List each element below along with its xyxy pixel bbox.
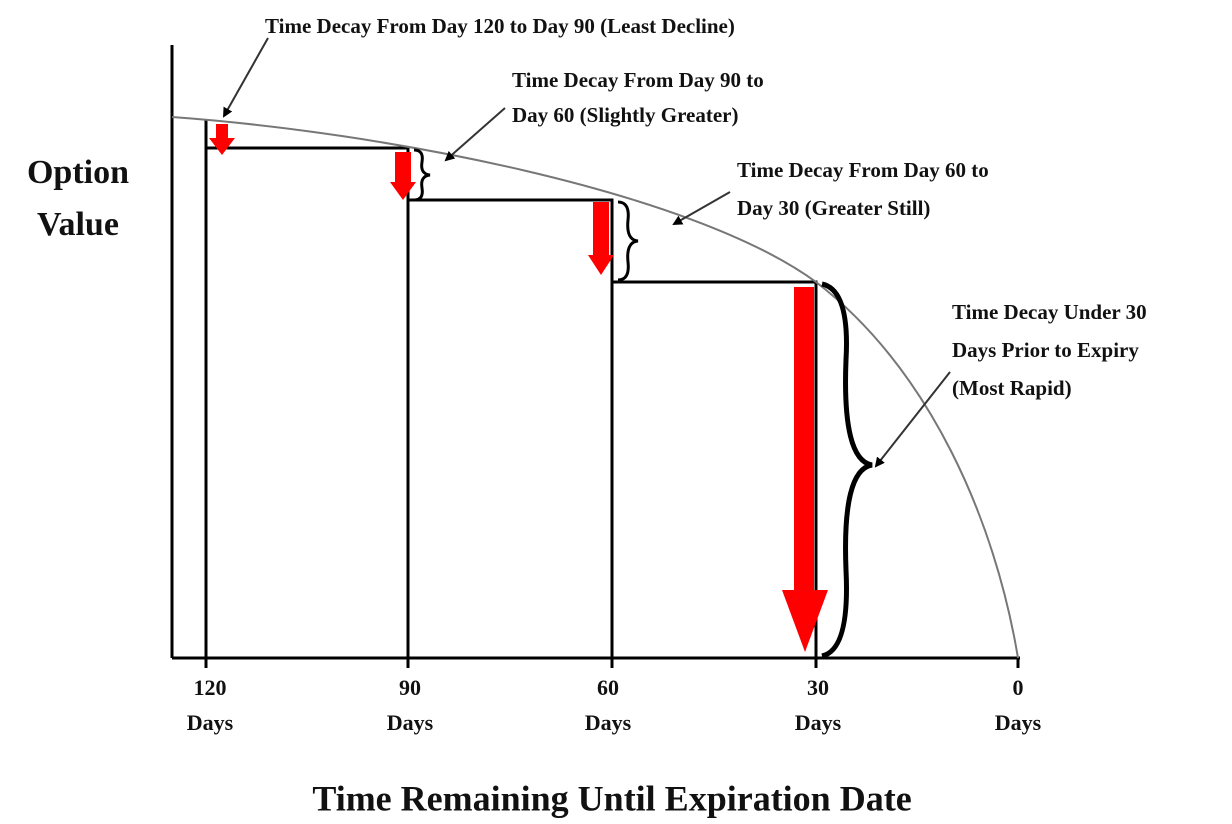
tick-unit: Days xyxy=(795,710,842,735)
y-axis-label: Value xyxy=(37,206,119,243)
annotation: Time Decay From Day 90 to xyxy=(512,68,764,92)
annotation: Time Decay From Day 120 to Day 90 (Least… xyxy=(265,14,735,38)
tick-unit: Days xyxy=(387,710,434,735)
annotation: (Most Rapid) xyxy=(952,376,1072,400)
braces xyxy=(413,148,873,659)
red-arrows xyxy=(209,124,828,652)
tick-unit: Days xyxy=(187,710,234,735)
annotation: Time Decay Under 30 xyxy=(952,300,1147,324)
step-lines xyxy=(204,120,818,658)
decay-curve xyxy=(171,116,1019,659)
tick-unit: Days xyxy=(995,710,1042,735)
tick-number: 60 xyxy=(597,675,619,700)
tick-number: 30 xyxy=(807,675,829,700)
tick-marks xyxy=(204,658,1020,668)
y-axis-label: Option xyxy=(27,154,129,191)
annotation: Time Decay From Day 60 to xyxy=(737,158,989,182)
x-axis-label: Time Remaining Until Expiration Date xyxy=(312,778,911,818)
annotation: Day 30 (Greater Still) xyxy=(737,196,930,220)
annotation: Day 60 (Slightly Greater) xyxy=(512,103,739,127)
tick-number: 120 xyxy=(194,675,227,700)
tick-number: 0 xyxy=(1013,675,1024,700)
annotation: Days Prior to Expiry xyxy=(952,338,1139,362)
tick-unit: Days xyxy=(585,710,632,735)
tick-number: 90 xyxy=(399,675,421,700)
pointers xyxy=(223,37,951,468)
